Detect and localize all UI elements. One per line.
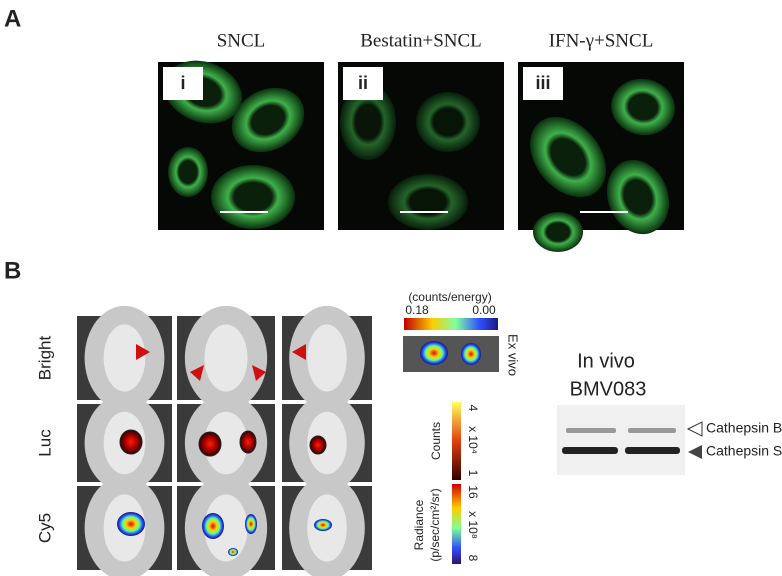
- image-tag: i: [180, 73, 185, 93]
- cell: [533, 212, 583, 252]
- cells: [340, 84, 480, 230]
- mouse-shade: [204, 324, 248, 392]
- tissue: [420, 341, 448, 365]
- cell: [388, 174, 468, 230]
- image-tag: iii: [535, 73, 550, 93]
- cy5-signal: [202, 513, 224, 539]
- ex-vivo-image: [403, 336, 499, 372]
- arrow: [136, 344, 150, 360]
- arrow: [292, 344, 306, 360]
- cell: [211, 165, 295, 229]
- panel-label: B: [4, 257, 21, 284]
- panel-b: Bright Luc Cy5: [35, 305, 372, 576]
- panel-a: SNCL i Bestatin+SNCL ii IFN-γ+SNCL iii: [158, 30, 684, 252]
- mouse-shade: [307, 324, 347, 392]
- scale-min: 0.00: [472, 303, 496, 317]
- blot: [557, 405, 685, 475]
- cell: [168, 147, 208, 197]
- cy5-signal: [314, 519, 332, 531]
- mouse-shade: [307, 411, 347, 475]
- marker: [686, 421, 703, 437]
- arrow: [252, 365, 266, 381]
- cy5-signal: [228, 548, 238, 556]
- ex-vivo-label: Ex vivo: [506, 334, 521, 376]
- marker: [688, 445, 702, 459]
- scale-min: 8: [466, 555, 480, 562]
- mouse-shade: [103, 324, 146, 392]
- cell: [530, 116, 606, 198]
- tag-box: [523, 67, 563, 100]
- cell: [606, 159, 670, 235]
- cell: [416, 92, 480, 152]
- scale-max: 0.18: [405, 303, 429, 317]
- band-label: Cathepsin B: [706, 420, 782, 436]
- luc-signal: [119, 429, 143, 455]
- scale-label: Counts: [429, 422, 443, 460]
- scale-unit: (p/sec/cm²/sr): [428, 488, 442, 561]
- band: [628, 428, 676, 433]
- row-label: Cy5: [35, 513, 54, 543]
- mouse-shade: [204, 411, 248, 475]
- tissue: [461, 343, 481, 365]
- image-title: IFN-γ+SNCL: [549, 30, 654, 51]
- band: [562, 447, 618, 454]
- colorbar: [452, 402, 461, 480]
- scale-label: Radiance: [412, 499, 426, 550]
- scale-max: 4: [466, 405, 480, 412]
- cy5-signal: [245, 514, 257, 534]
- image-title: Bestatin+SNCL: [360, 30, 482, 51]
- scale-min: 1: [466, 470, 480, 477]
- scale-max: 16: [466, 485, 480, 499]
- band: [625, 447, 680, 454]
- scale-unit: (counts/energy): [408, 290, 491, 304]
- row-label: Luc: [35, 429, 54, 457]
- luc-signal: [198, 431, 222, 457]
- cy5-signal: [117, 512, 145, 536]
- colorbar: [404, 318, 498, 330]
- tag-box: [343, 67, 383, 100]
- panel-label: A: [4, 5, 21, 32]
- arrow: [190, 365, 204, 381]
- luc-signal: [309, 435, 327, 455]
- image-title: SNCL: [217, 30, 266, 51]
- luc-signal: [239, 430, 257, 454]
- blot-title: In vivo: [577, 350, 635, 372]
- cell: [340, 84, 396, 160]
- image-tag: ii: [358, 73, 368, 93]
- colorbar: [452, 484, 461, 564]
- tag-box: [163, 67, 203, 100]
- cell: [231, 87, 305, 153]
- scale-multiplier: x 10⁴: [466, 426, 480, 454]
- blot-title: BMV083: [570, 378, 647, 400]
- band: [566, 428, 616, 433]
- cells: [530, 78, 675, 252]
- scale-multiplier: x 10⁸: [466, 511, 480, 539]
- row-label: Bright: [35, 336, 54, 381]
- mouse-shade: [204, 494, 248, 562]
- cell: [611, 78, 675, 136]
- band-label: Cathepsin S: [706, 443, 782, 459]
